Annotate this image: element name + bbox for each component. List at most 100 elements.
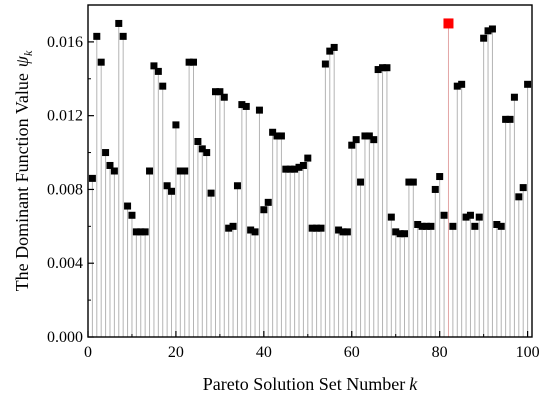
data-point (502, 115, 510, 123)
data-point (137, 228, 145, 236)
data-point (370, 136, 378, 144)
data-point (216, 88, 224, 96)
data-point (506, 115, 514, 123)
data-point (172, 121, 180, 129)
data-point (440, 211, 448, 219)
data-point (264, 198, 272, 206)
data-point (480, 34, 488, 42)
data-point (449, 222, 457, 230)
data-point (392, 228, 400, 236)
data-point (321, 60, 329, 68)
data-point (190, 58, 198, 66)
y-axis-variable: ψ (12, 55, 32, 67)
data-point (93, 32, 101, 40)
data-point (401, 230, 409, 238)
data-point (211, 88, 219, 96)
data-point (198, 145, 206, 153)
data-point (97, 58, 105, 66)
data-point (251, 228, 259, 236)
y-axis-title: The Dominant Function Value ψk (12, 50, 35, 291)
data-point (124, 202, 132, 210)
x-tick-label: 60 (344, 344, 360, 361)
x-tick-label: 100 (516, 344, 540, 361)
data-point (524, 80, 532, 88)
data-point (335, 226, 343, 234)
data-point (115, 19, 123, 27)
data-point (225, 224, 233, 232)
data-point (88, 174, 96, 182)
data-point (387, 213, 395, 221)
data-point (308, 224, 316, 232)
data-point (242, 102, 250, 110)
data-point (510, 93, 518, 101)
data-point (427, 222, 435, 230)
data-point (361, 132, 369, 140)
data-point (291, 165, 299, 173)
data-point (458, 80, 466, 88)
data-point (409, 178, 417, 186)
y-tick-label: 0.016 (47, 34, 83, 51)
data-point (176, 167, 184, 175)
data-point (194, 137, 202, 145)
data-point (277, 132, 285, 140)
plot-frame (87, 4, 533, 338)
data-point (282, 165, 290, 173)
data-point (141, 228, 149, 236)
data-point (357, 178, 365, 186)
data-point (207, 189, 215, 197)
data-point (181, 167, 189, 175)
data-point (414, 220, 422, 228)
data-point (515, 193, 523, 201)
data-point (286, 165, 294, 173)
x-tick-label: 80 (432, 344, 448, 361)
data-point (348, 141, 356, 149)
data-point (488, 25, 496, 33)
data-point (436, 173, 444, 181)
data-point (453, 82, 461, 90)
data-point (379, 64, 387, 72)
data-point (132, 228, 140, 236)
data-point (273, 132, 281, 140)
y-tick-label: 0.012 (47, 108, 83, 125)
data-point (238, 101, 246, 109)
data-point (405, 178, 413, 186)
data-point (110, 167, 118, 175)
data-point (418, 222, 426, 230)
data-point (260, 206, 268, 214)
data-point (146, 167, 154, 175)
ticks-layer (87, 41, 529, 338)
stems-layer (91, 23, 529, 337)
data-point (313, 224, 321, 232)
data-point (330, 43, 338, 51)
data-point (233, 182, 241, 190)
x-tick-label: 0 (84, 344, 92, 361)
data-point (422, 222, 430, 230)
data-point (269, 128, 277, 136)
data-point (185, 58, 193, 66)
data-point (317, 224, 325, 232)
tick-labels-layer: 0 20 40 60 80 100 0.000 0.004 0.008 0.012 0.016 (47, 34, 540, 361)
data-point (475, 213, 483, 221)
data-point (229, 222, 237, 230)
data-point (343, 228, 351, 236)
data-point (168, 187, 176, 195)
x-axis-title-text: Pareto Solution Set Number (203, 374, 405, 394)
data-point (255, 106, 263, 114)
data-point (304, 154, 312, 162)
y-axis-title-text: The Dominant Function Value (12, 73, 32, 291)
data-point (106, 161, 114, 169)
data-point (352, 136, 360, 144)
highlighted-data-point (443, 18, 454, 29)
data-point (326, 47, 334, 55)
data-point (154, 67, 162, 75)
data-point (295, 163, 303, 171)
points-layer (88, 18, 532, 238)
y-axis-subscript: k (21, 50, 35, 56)
data-point (220, 93, 228, 101)
data-point (383, 64, 391, 72)
data-point (519, 184, 527, 192)
y-tick-label: 0.008 (47, 181, 83, 198)
data-point (484, 27, 492, 35)
data-point (493, 220, 501, 228)
